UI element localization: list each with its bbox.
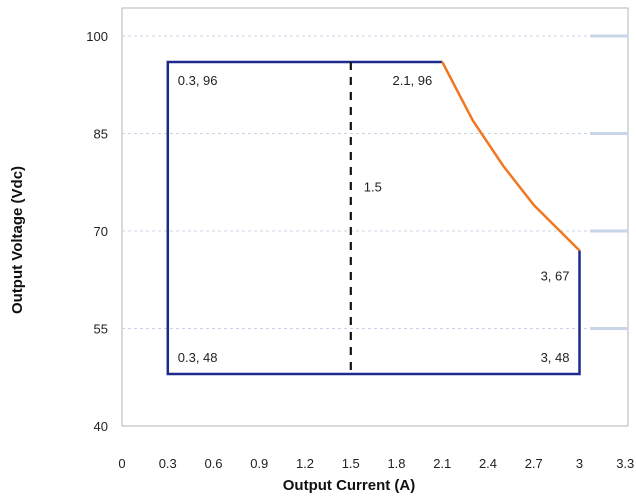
- y-tick-label: 55: [94, 322, 108, 337]
- x-tick-label: 2.7: [525, 456, 543, 471]
- x-tick-label: 0.6: [204, 456, 222, 471]
- x-tick-labels: 0 0.3 0.6 0.9 1.2 1.5 1.8 2.1 2.4 2.7 3 3.3: [118, 456, 634, 471]
- x-tick-label: 2.1: [433, 456, 451, 471]
- data-label: 3, 67: [541, 269, 570, 284]
- x-tick-label: 0: [118, 456, 125, 471]
- data-label: 3, 48: [541, 350, 570, 365]
- x-tick-label: 2.4: [479, 456, 497, 471]
- x-tick-label: 1.5: [342, 456, 360, 471]
- y-tick-label: 40: [94, 419, 108, 434]
- data-label: 2.1, 96: [392, 73, 432, 88]
- data-label: 1.5: [364, 180, 382, 195]
- x-tick-label: 3: [576, 456, 583, 471]
- x-tick-label: 1.8: [387, 456, 405, 471]
- x-tick-label: 0.3: [159, 456, 177, 471]
- data-label: 0.3, 48: [178, 350, 218, 365]
- x-tick-label: 1.2: [296, 456, 314, 471]
- x-axis-title: Output Current (A): [283, 477, 415, 494]
- y-tick-labels: 40 55 70 85 100: [86, 29, 108, 434]
- y-tick-label: 100: [86, 29, 108, 44]
- x-tick-label: 3.3: [616, 456, 634, 471]
- y-tick-label: 70: [94, 224, 108, 239]
- y-tick-label: 85: [94, 127, 108, 142]
- x-tick-label: 0.9: [250, 456, 268, 471]
- y-axis-title: Output Voltage (Vdc): [9, 166, 26, 314]
- data-label: 0.3, 96: [178, 73, 218, 88]
